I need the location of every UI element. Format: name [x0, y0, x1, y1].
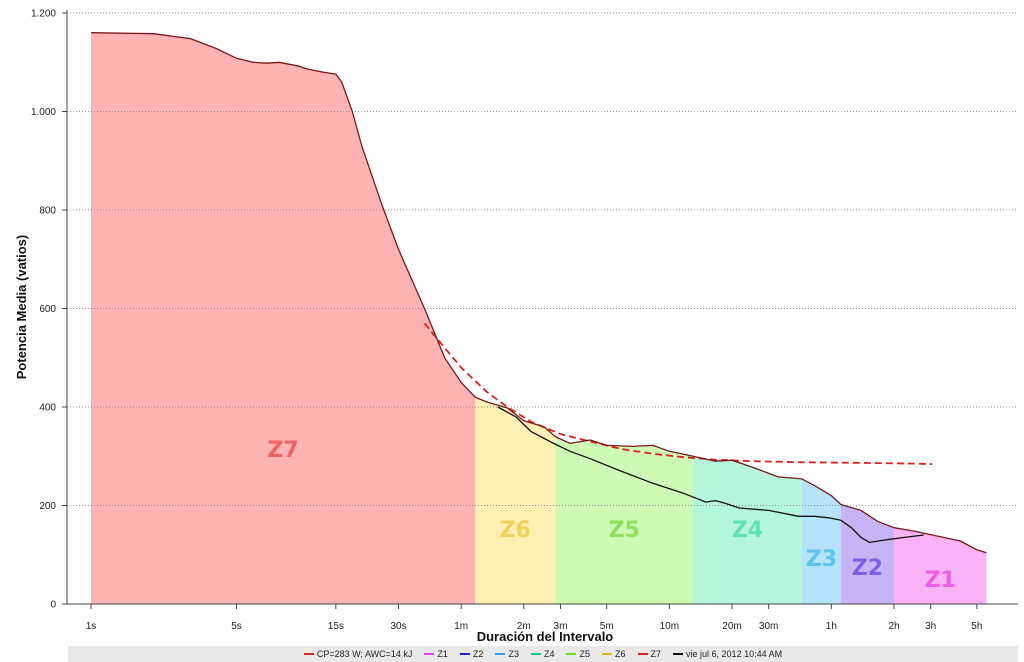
tick-labels: 0 200 400 600 800 1.000 1.200 1s 5s 15s 30s 1m 2m 3m 5… — [31, 9, 982, 633]
legend-swatch — [424, 653, 435, 655]
y-tick-label: 600 — [39, 304, 56, 315]
zone-label-z5: Z5 — [609, 518, 640, 543]
series-lines — [90, 32, 987, 554]
legend-swatch — [459, 653, 470, 655]
legend-label: Z5 — [579, 649, 590, 659]
zone-label-z6: Z6 — [500, 518, 531, 543]
x-tick-label: 30s — [390, 621, 406, 632]
x-tick-label: 5s — [231, 621, 242, 632]
legend-item: Z3 — [495, 649, 519, 659]
x-tick-label: 2m — [517, 621, 531, 632]
y-axis-title: Potencia Media (vatios) — [14, 235, 29, 379]
zone-area-z4 — [693, 456, 802, 604]
series-line-1 — [90, 32, 987, 554]
x-tick-label: 1m — [454, 621, 468, 632]
y-tick-label: 400 — [39, 403, 56, 414]
legend-swatch — [602, 653, 612, 655]
legend: CP=283 W; AWC=14 kJ Z1 Z2 Z3 Z4 Z5 Z6 Z7 vie jul… — [68, 646, 1018, 662]
legend-swatch — [530, 653, 541, 655]
zone-area-z2 — [840, 504, 894, 604]
x-tick-label: 10m — [660, 621, 679, 632]
zone-area-z5 — [555, 436, 694, 604]
legend-item: CP=283 W; AWC=14 kJ — [303, 649, 413, 659]
power-duration-chart: 0 200 400 600 800 1.000 1.200 1s 5s 15s 30s 1m 2m 3m 5… — [14, 9, 1018, 644]
y-tick-label: 1.000 — [31, 107, 56, 118]
legend-label: Z2 — [472, 649, 484, 659]
zone-areas — [91, 32, 987, 604]
zone-label-z7: Z7 — [267, 438, 298, 463]
zone-area-z6 — [475, 397, 556, 604]
zone-area-z7 — [91, 32, 476, 604]
legend-label: Z4 — [543, 649, 555, 659]
legend-item: Z6 — [602, 649, 626, 659]
legend-item: Z4 — [530, 649, 555, 659]
series-line-2 — [497, 406, 924, 544]
zone-label-z3: Z3 — [806, 547, 837, 572]
legend-label: Z1 — [437, 649, 448, 659]
y-tick-label: 1.200 — [31, 9, 56, 20]
legend-swatch — [637, 653, 648, 655]
legend-label: Z3 — [508, 649, 519, 659]
legend-item: Z1 — [424, 649, 448, 659]
zone-label-z1: Z1 — [925, 568, 956, 593]
legend-label: CP=283 W; AWC=14 kJ — [316, 649, 413, 659]
zone-label-z2: Z2 — [852, 556, 883, 581]
x-tick-label: 1h — [826, 621, 837, 632]
legend-item: Z5 — [566, 649, 590, 659]
legend-item: vie jul 6, 2012 10:44 AM — [673, 649, 782, 659]
y-tick-label: 200 — [39, 501, 56, 512]
legend-swatch — [566, 653, 577, 655]
x-tick-label: 20m — [722, 621, 741, 632]
legend-label: vie jul 6, 2012 10:44 AM — [686, 649, 783, 659]
gridlines — [67, 12, 1018, 506]
zone-area-z3 — [801, 478, 841, 604]
x-tick-label: 30m — [759, 621, 778, 632]
x-axis-title: Duración del Intervalo — [477, 629, 614, 644]
legend-swatch — [495, 653, 506, 655]
legend-swatch — [303, 653, 314, 655]
x-tick-label: 3m — [554, 621, 568, 632]
legend-item: Z2 — [459, 649, 484, 659]
legend-swatch — [673, 653, 684, 655]
x-tick-label: 1s — [86, 621, 97, 632]
legend-label: Z7 — [650, 649, 662, 659]
x-tick-label: 15s — [328, 621, 344, 632]
series-line-0 — [423, 322, 933, 465]
zone-area-z1 — [894, 527, 987, 604]
x-tick-label: 2h — [888, 621, 899, 632]
y-tick-label: 800 — [39, 206, 56, 217]
zone-labels: Z7 Z6 Z5 Z4 Z3 Z2 Z1 — [267, 438, 955, 593]
legend-label: Z6 — [615, 649, 626, 659]
y-tick-label: 0 — [50, 600, 56, 611]
x-tick-label: 3h — [925, 621, 936, 632]
x-tick-label: 5h — [971, 621, 982, 632]
x-tick-label: 5m — [600, 621, 614, 632]
zone-label-z4: Z4 — [732, 518, 763, 543]
legend-item: Z7 — [637, 649, 662, 659]
